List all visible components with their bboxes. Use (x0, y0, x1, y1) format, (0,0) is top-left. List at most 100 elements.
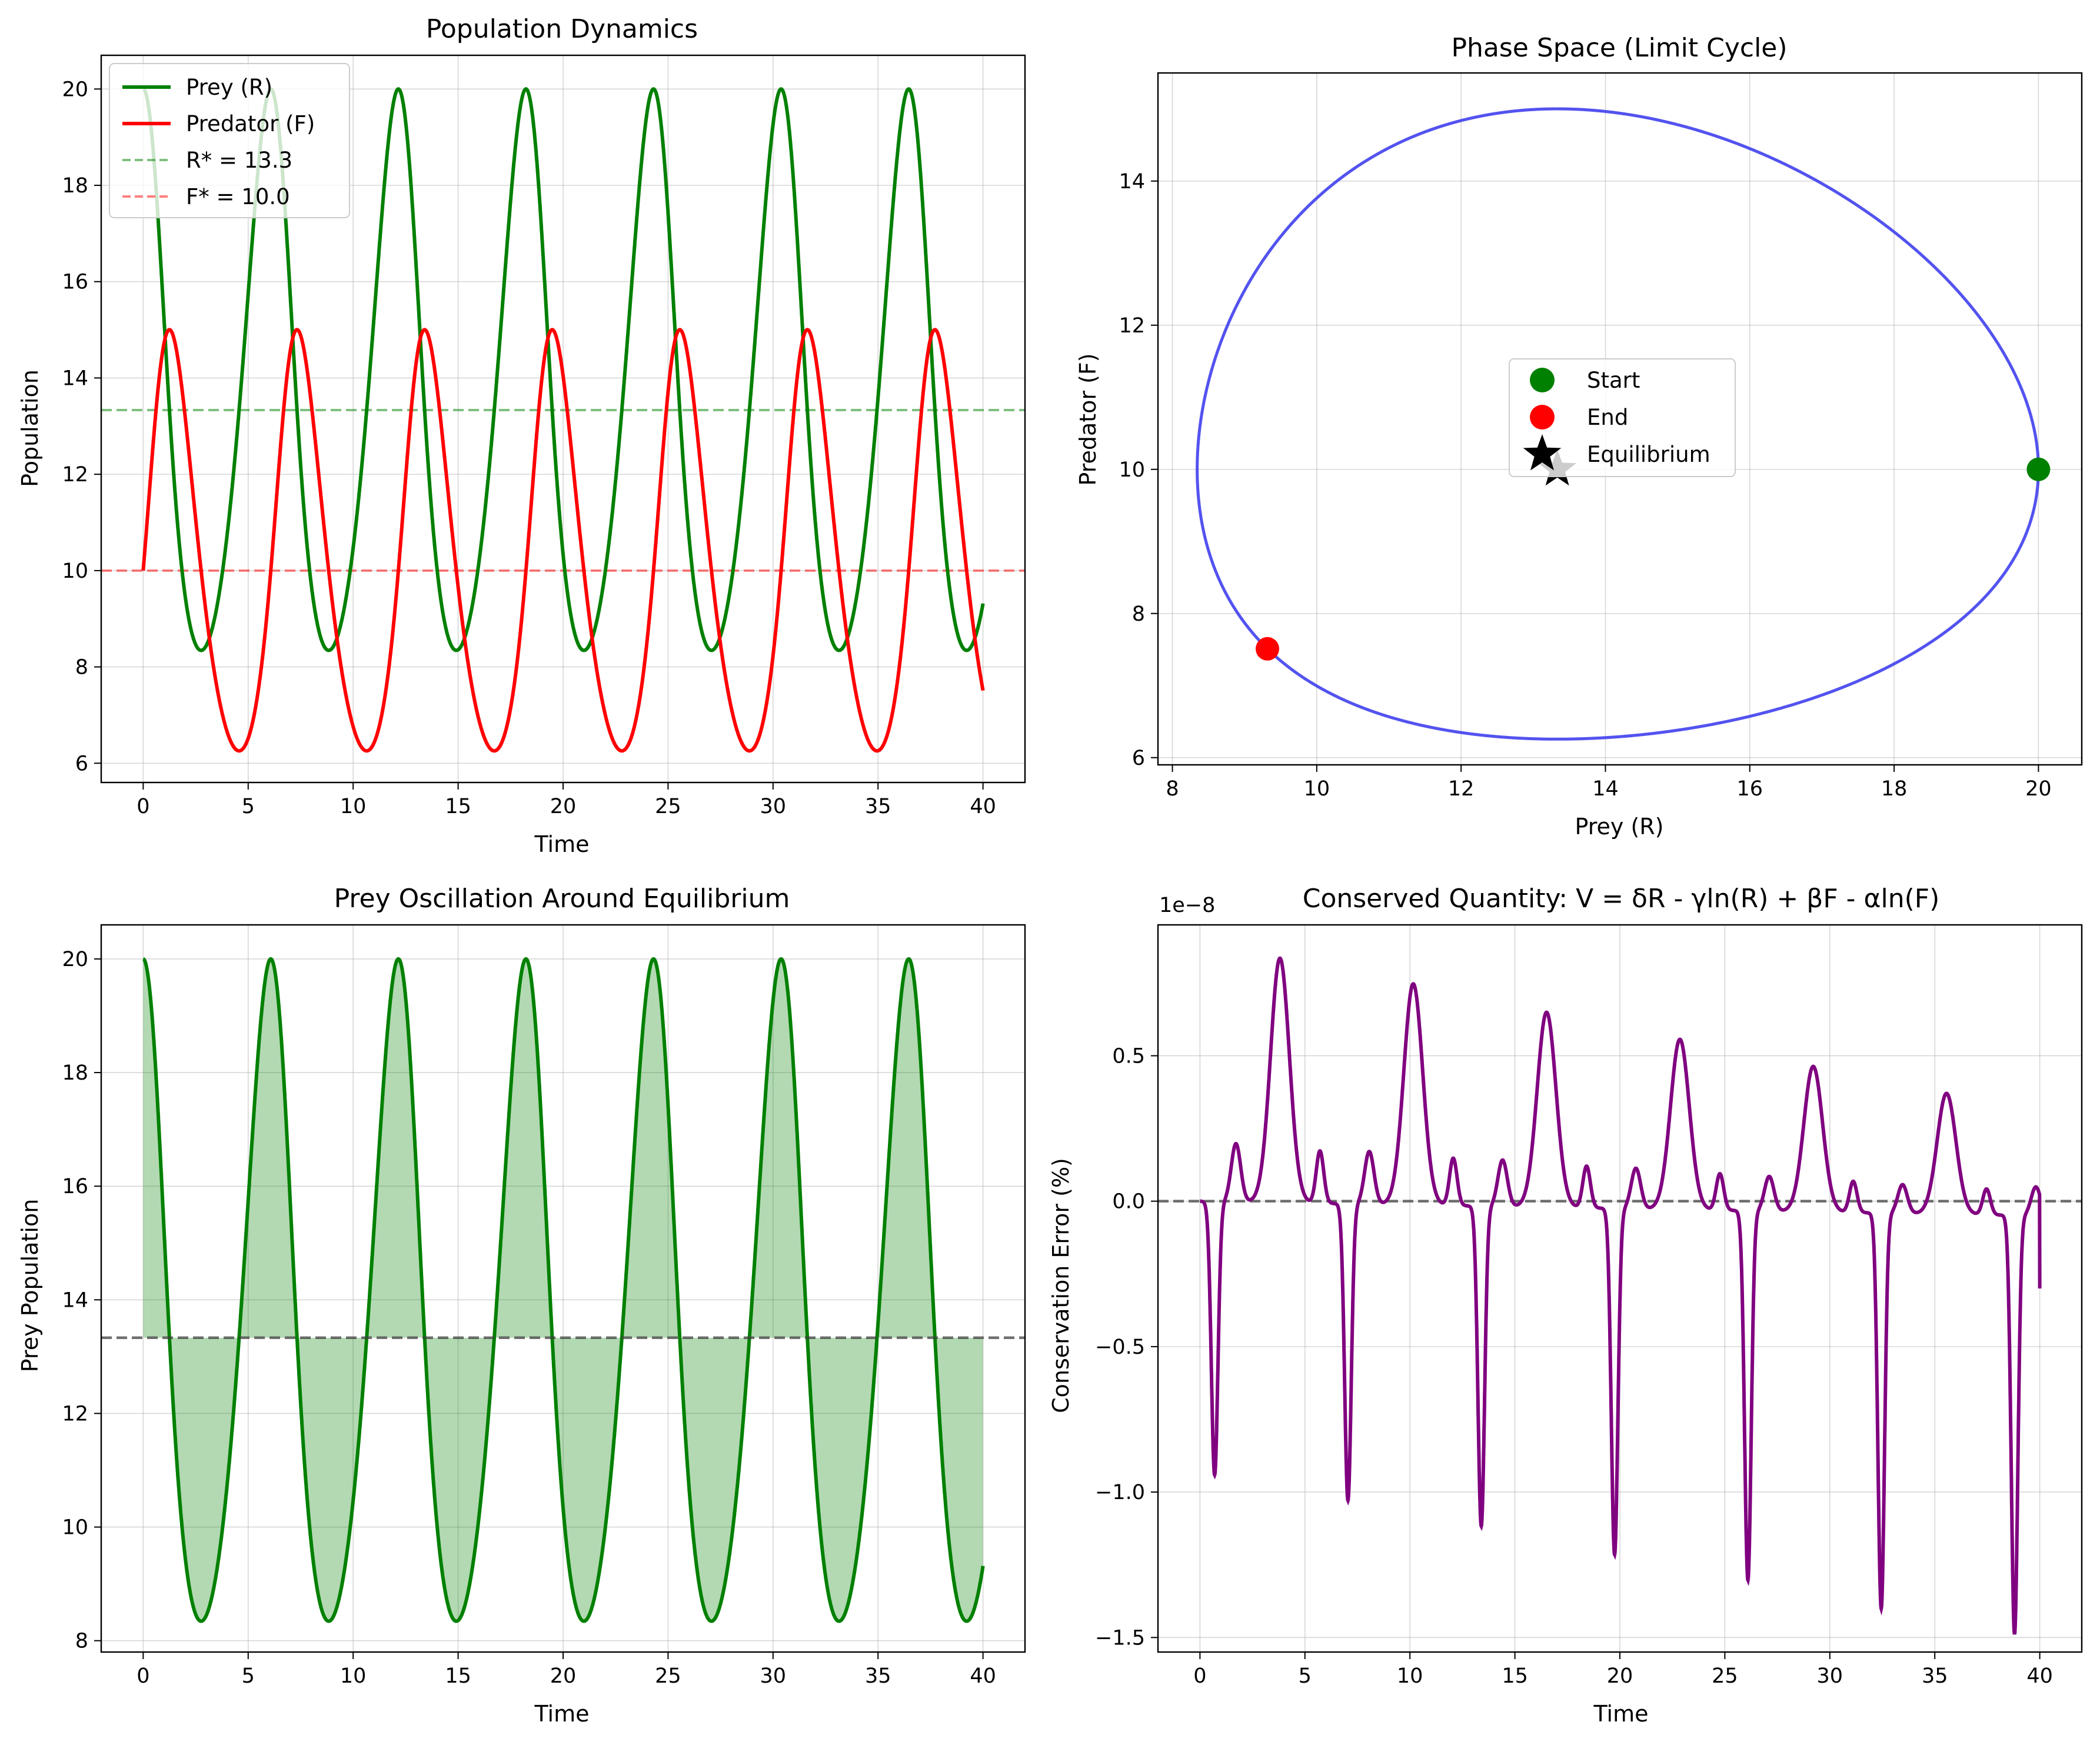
phase-y-tick-label: 12 (1119, 314, 1145, 338)
conservation-offset-label: 1e−8 (1159, 894, 1215, 917)
population-x-label: Time (534, 831, 590, 857)
prey_osc-grid (101, 925, 1025, 1652)
ax-phase-frame (1157, 72, 2083, 766)
prey_osc-y-tick-label: 20 (62, 948, 88, 971)
prey_osc-y-tick-label: 14 (62, 1288, 88, 1312)
prey_osc-x-tick-label: 30 (760, 1664, 787, 1688)
phase-plot-area (1196, 107, 2040, 741)
population-y-tick-label: 10 (62, 560, 88, 583)
phase-legend-swatch (1530, 368, 1555, 392)
phase-y-tick-label: 6 (1132, 747, 1145, 770)
population-legend-label: F* = 10.0 (186, 184, 290, 209)
population-y-tick-label: 14 (62, 367, 88, 390)
conservation-y-tick-label: 0.5 (1112, 1044, 1145, 1068)
prey_osc-x-tick-label: 20 (550, 1664, 577, 1688)
conservation-chart-title: Conserved Quantity: V = δR - γln(R) + βF… (1303, 884, 1940, 914)
phase-x-tick-label: 16 (1737, 777, 1763, 801)
conservation-plot-area (1158, 956, 2082, 1635)
population-x-tick-label: 5 (242, 795, 255, 818)
predator-series-line (141, 328, 985, 753)
phase-y-label: Predator (F) (1075, 353, 1101, 485)
prey_osc-x-tick-label: 15 (445, 1664, 471, 1688)
prey_osc-y-tick-label: 16 (62, 1175, 88, 1198)
population-x-tick-label: 20 (550, 795, 577, 818)
population-grid (101, 55, 1025, 782)
prey_osc-plot-area (101, 957, 1025, 1623)
phase-x-tick-label: 8 (1166, 777, 1179, 801)
phase-legend-label: End (1587, 405, 1628, 430)
prey-y-label: Prey Population (17, 1199, 43, 1373)
conservation-y-tick-label: −1.0 (1095, 1481, 1145, 1504)
population-legend: Prey (R) Predator (F) R* = 13.3 F* = 10.0 (109, 63, 350, 218)
prey-oscillation-line (142, 957, 985, 1623)
conservation-chart: Conserved Quantity: V = δR - γln(R) + βF… (1048, 884, 2083, 1727)
population-legend-label: R* = 13.3 (186, 148, 292, 173)
conservation-y-tick-label: −0.5 (1095, 1336, 1145, 1359)
phase-chart-title: Phase Space (Limit Cycle) (1451, 33, 1787, 63)
prey_osc-x-tick-label: 5 (242, 1664, 255, 1688)
phase-legend: Start End Equilibrium (1509, 358, 1736, 477)
conservation-y-tick-label: 0.0 (1112, 1190, 1145, 1214)
population-legend-box (109, 63, 350, 218)
phase-x-tick-label: 18 (1881, 777, 1908, 801)
population-x-tick-label: 40 (970, 795, 996, 818)
prey-deviation-fill (143, 958, 983, 1621)
phase-legend-swatch (1523, 434, 1562, 471)
conservation-x-tick-label: 40 (2026, 1664, 2053, 1688)
conservation-x-tick-label: 20 (1607, 1664, 1633, 1688)
population-y-tick-label: 12 (62, 463, 88, 487)
prey-x-label: Time (534, 1701, 590, 1727)
population-chart-title: Population Dynamics (426, 14, 698, 44)
population-y-tick-label: 8 (75, 656, 88, 680)
phase-y-tick-label: 10 (1119, 458, 1145, 482)
phase-y-tick-label: 8 (1132, 602, 1145, 626)
conservation-x-tick-label: 15 (1502, 1664, 1528, 1688)
population-x-tick-label: 0 (137, 795, 149, 818)
ax-prey-frame (100, 924, 1026, 1653)
population-legend-label: Predator (F) (186, 111, 315, 136)
conservation-x-tick-label: 5 (1299, 1664, 1312, 1688)
prey-chart-title: Prey Oscillation Around Equilibrium (334, 884, 790, 914)
phase-legend-label: Equilibrium (1587, 442, 1710, 467)
ax-population-frame (100, 54, 1026, 784)
ax-cons-frame (1157, 924, 2083, 1653)
phase-x-label: Prey (R) (1575, 814, 1663, 840)
conservation-x-tick-label: 0 (1193, 1664, 1206, 1688)
phase-legend-swatch (1530, 405, 1555, 429)
phase-x-tick-label: 20 (2025, 777, 2052, 801)
phase-x-tick-label: 10 (1304, 777, 1330, 801)
conservation-x-tick-label: 30 (1817, 1664, 1843, 1688)
phase-cycle-line (1196, 107, 2040, 741)
prey_osc-x-tick-label: 35 (865, 1664, 891, 1688)
phase-legend-box (1509, 358, 1736, 477)
population-x-tick-label: 10 (340, 795, 367, 818)
phase-x-tick-label: 14 (1592, 777, 1619, 801)
conservation-x-tick-label: 10 (1397, 1664, 1423, 1688)
prey_osc-y-tick-label: 18 (62, 1061, 88, 1085)
prey_osc-x-tick-label: 25 (655, 1664, 681, 1688)
prey_osc-y-tick-label: 12 (62, 1402, 88, 1426)
population-dynamics-chart: Population Dynamics Time Population 0 5 10… (17, 14, 1026, 857)
prey_osc-x-tick-label: 10 (340, 1664, 367, 1688)
prey_osc-x-tick-label: 40 (970, 1664, 996, 1688)
prey-oscillation-chart: Prey Oscillation Around Equilibrium Time… (17, 884, 1026, 1727)
population-x-tick-label: 35 (865, 795, 891, 818)
population-x-tick-label: 25 (655, 795, 681, 818)
conservation-y-label: Conservation Error (%) (1048, 1158, 1074, 1413)
prey_osc-x-tick-label: 0 (137, 1664, 149, 1688)
prey_osc-y-tick-label: 10 (62, 1516, 88, 1540)
population-x-tick-label: 30 (760, 795, 787, 818)
population-x-tick-label: 15 (445, 795, 471, 818)
start-marker (2026, 457, 2051, 481)
phase-x-tick-label: 12 (1448, 777, 1475, 801)
conservation-x-tick-label: 25 (1712, 1664, 1738, 1688)
population-legend-label: Prey (R) (186, 75, 272, 100)
conservation-x-tick-label: 35 (1922, 1664, 1948, 1688)
population-y-tick-label: 16 (62, 271, 88, 294)
population-y-tick-label: 6 (75, 752, 88, 775)
prey_osc-y-tick-label: 8 (75, 1630, 88, 1653)
phase-y-tick-label: 14 (1119, 170, 1145, 194)
conservation-x-label: Time (1593, 1701, 1649, 1727)
population-y-tick-label: 20 (62, 78, 88, 101)
